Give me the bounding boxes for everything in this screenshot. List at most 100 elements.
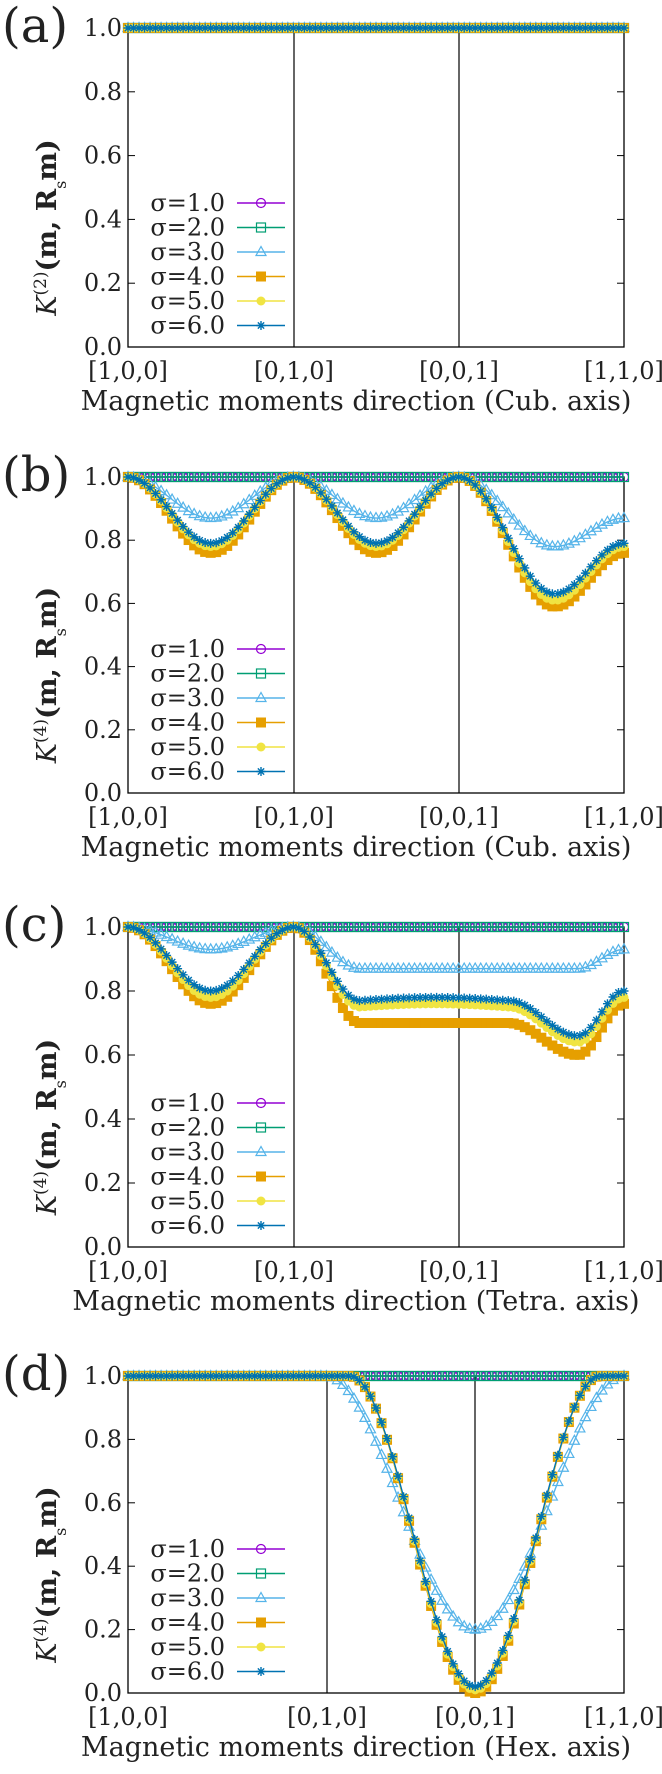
- legend-marker: [256, 1617, 266, 1628]
- data-point: [398, 471, 409, 483]
- data-point: [403, 921, 415, 933]
- data-point: [586, 562, 596, 572]
- data-point: [541, 921, 552, 933]
- data-point: [183, 535, 194, 546]
- data-point: [464, 921, 475, 933]
- data-point: [376, 921, 387, 933]
- data-point: [216, 921, 227, 933]
- data-point: [441, 1602, 454, 1614]
- data-point: [332, 508, 342, 518]
- data-point: [134, 23, 144, 33]
- data-point: [574, 585, 585, 596]
- data-point: [459, 23, 469, 33]
- data-point: [382, 1018, 393, 1028]
- data-point: [167, 23, 177, 33]
- y-tick-label: 0.2: [84, 269, 122, 297]
- data-point: [584, 524, 597, 536]
- data-point: [564, 23, 574, 33]
- legend-entry-label: σ=6.0: [150, 312, 225, 340]
- data-point: [178, 23, 188, 33]
- data-point: [184, 1371, 194, 1381]
- data-point: [342, 958, 355, 970]
- data-point: [459, 473, 469, 483]
- data-point: [199, 510, 212, 522]
- data-point: [470, 480, 480, 490]
- data-point: [321, 921, 332, 933]
- data-point: [558, 471, 569, 483]
- data-point: [540, 1504, 553, 1516]
- data-point: [359, 544, 370, 555]
- data-point: [250, 23, 260, 33]
- data-point: [617, 942, 631, 954]
- data-point: [420, 1370, 431, 1382]
- data-point: [502, 1593, 515, 1605]
- data-point: [193, 509, 206, 521]
- legend-marker: [255, 1543, 267, 1555]
- data-point: [239, 1371, 249, 1381]
- data-point: [315, 956, 326, 967]
- data-point: [206, 538, 216, 548]
- data-point: [608, 1371, 618, 1381]
- data-point: [463, 1622, 476, 1633]
- data-point: [585, 1040, 596, 1051]
- data-point: [421, 1577, 431, 1587]
- data-point: [558, 23, 568, 33]
- data-point: [266, 23, 276, 33]
- data-point: [315, 921, 326, 933]
- data-point: [370, 1370, 382, 1382]
- data-point: [183, 921, 194, 933]
- y-tick-label: 0.2: [84, 716, 122, 744]
- data-point: [552, 471, 563, 483]
- data-point: [580, 579, 591, 590]
- data-point: [283, 473, 293, 483]
- data-point: [558, 587, 568, 597]
- data-point: [310, 23, 320, 33]
- data-point: [353, 1400, 366, 1412]
- data-point: [536, 1511, 546, 1521]
- data-point: [580, 1028, 590, 1038]
- y-tick-label: 0.6: [84, 1041, 122, 1069]
- data-point: [487, 994, 497, 1004]
- data-point: [283, 1371, 293, 1381]
- data-point: [426, 1596, 436, 1606]
- legend-entry-label: σ=3.0: [150, 684, 225, 712]
- data-point: [261, 939, 271, 949]
- data-point: [602, 23, 612, 33]
- data-point: [485, 488, 498, 500]
- data-point: [398, 529, 409, 540]
- data-point: [536, 595, 547, 606]
- data-point: [178, 979, 189, 990]
- data-point: [553, 1450, 563, 1460]
- data-point: [558, 599, 569, 610]
- data-point: [232, 501, 245, 513]
- legend-marker: [256, 296, 266, 306]
- data-point: [272, 1371, 282, 1381]
- data-point: [414, 921, 426, 933]
- data-point: [216, 995, 227, 1006]
- data-point: [536, 471, 547, 483]
- data-point: [316, 23, 326, 33]
- data-point: [569, 23, 579, 33]
- data-point: [514, 554, 524, 564]
- y-tick-label: 1.0: [84, 913, 122, 941]
- data-point: [332, 976, 342, 986]
- data-point: [568, 534, 581, 546]
- legend-entry-label: σ=3.0: [150, 1584, 225, 1612]
- data-point: [332, 992, 343, 1003]
- data-point: [195, 535, 205, 545]
- data-point: [217, 1371, 227, 1381]
- data-point: [166, 932, 179, 944]
- data-point: [432, 992, 442, 1002]
- data-point: [547, 1370, 558, 1382]
- data-point: [392, 1370, 404, 1382]
- data-point: [166, 921, 178, 933]
- data-point: [481, 994, 491, 1004]
- data-point: [503, 1630, 513, 1640]
- data-point: [448, 23, 458, 33]
- data-point: [491, 494, 504, 506]
- data-point: [613, 539, 623, 549]
- data-point: [564, 1416, 574, 1426]
- data-point: [591, 1021, 601, 1031]
- data-point: [316, 1371, 326, 1381]
- data-point: [327, 23, 337, 33]
